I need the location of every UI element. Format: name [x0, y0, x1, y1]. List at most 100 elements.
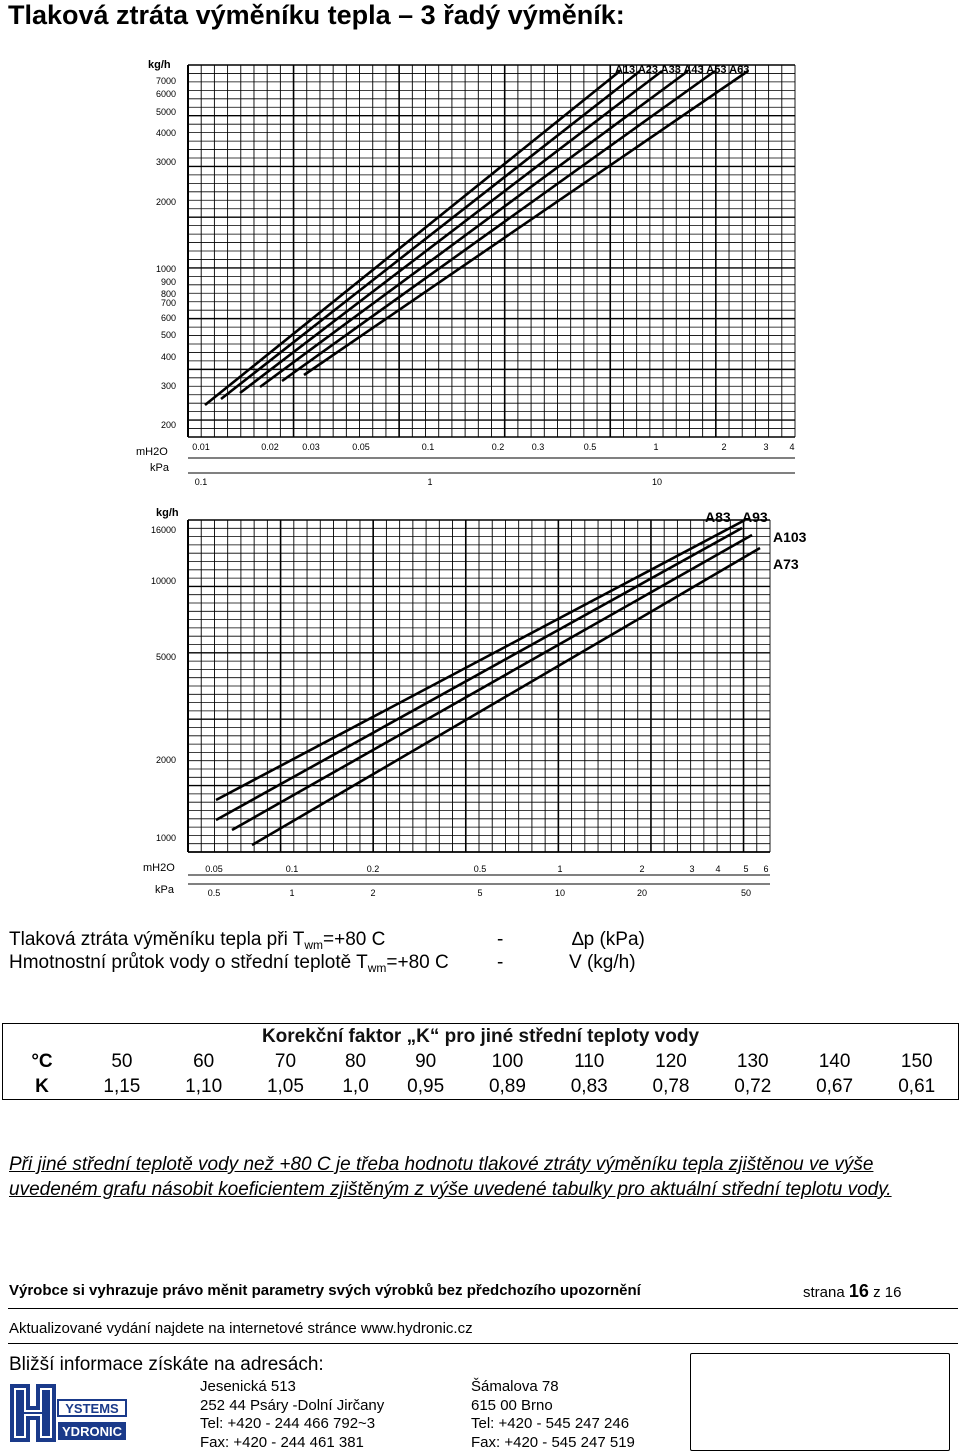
- top-y-tick: 1000: [156, 264, 176, 274]
- temp-cell-3: 80: [344, 1050, 367, 1072]
- factor-cell-7: 0,78: [630, 1074, 712, 1100]
- logo-text-bottom: YDRONIC: [62, 1424, 123, 1439]
- bot-x-tick-mh2o: 0.5: [474, 864, 487, 874]
- top-x-tick-mh2o: 4: [789, 442, 794, 452]
- bot-x-tick-mh2o: 0.05: [205, 864, 223, 874]
- bot-x-tick-kpa: 20: [637, 888, 647, 898]
- top-x-tick-mh2o: 0.02: [261, 442, 279, 452]
- bot-curve-0: [215, 526, 743, 822]
- temp-cell-6: 110: [574, 1050, 605, 1072]
- bot-curve-1: [231, 533, 753, 832]
- footer-info: Bližší informace získáte na adresách:: [9, 1354, 324, 1375]
- legend-line-2-dash: -: [497, 952, 504, 973]
- bot-x-tick-kpa: 0.5: [208, 888, 221, 898]
- legend-line-1-unit: ∆p (kPa): [572, 929, 645, 950]
- top-curve-1: [220, 69, 641, 401]
- addr1-line-1: 252 44 Psáry -Dolní Jirčany: [200, 1396, 385, 1414]
- top-y-tick: 700: [161, 298, 176, 308]
- top-x-tick-mh2o: 0.05: [352, 442, 370, 452]
- bot-x-tick-mh2o: 2: [639, 864, 644, 874]
- legend-line-1-text: Tlaková ztráta výměníku tepla při T: [9, 929, 305, 950]
- addr1-line-2: Tel: +420 - 244 466 792~3: [200, 1415, 376, 1432]
- hydronic-logo: YSTEMS YDRONIC: [10, 1384, 127, 1442]
- top-y-tick: 3000: [156, 157, 176, 167]
- legend-line-pressure: Tlaková ztráta výměníku tepla při Twm=+8…: [9, 929, 385, 952]
- bot-x-unit-mh2o: mH2O: [143, 862, 175, 874]
- bot-y-tick: 1000: [156, 833, 176, 843]
- legend-line-1-dash: -: [497, 929, 504, 950]
- chart-top: kg/h 7000 6000 5000 4000 3000 2000 1000 900 80070…: [136, 59, 796, 487]
- legend-line-flow: Hmotnostní průtok vody o střední teplotě…: [9, 952, 449, 975]
- top-y-tick: 900: [161, 277, 176, 287]
- legend-line-2-value: =+80 C: [386, 952, 449, 973]
- bot-y-tick: 2000: [156, 755, 176, 765]
- chart-bottom-labels: kg/h 16000 10000 5000 2000 1000 A83 A93 A103 A73 m…: [143, 507, 807, 898]
- top-x-tick-mh2o: 0.1: [422, 442, 435, 452]
- address-psary: Jesenická 513 252 44 Psáry -Dolní Jirčany…: [200, 1378, 384, 1452]
- top-y-tick: 4000: [156, 128, 176, 138]
- factor-cell-1: 1,10: [162, 1074, 245, 1100]
- chart-top-labels: kg/h 7000 6000 5000 4000 3000 2000 1000 900 80070…: [136, 59, 795, 487]
- top-y-tick: 400: [161, 352, 176, 362]
- bot-y-unit: kg/h: [156, 507, 179, 519]
- top-x-tick-kpa: 10: [652, 477, 662, 487]
- correction-factor-table: Korekční faktor „K“ pro jiné střední tep…: [2, 1023, 960, 1100]
- page-number: 16: [848, 1281, 869, 1301]
- top-y-unit: kg/h: [148, 59, 171, 71]
- top-curve-0: [204, 69, 621, 407]
- bot-x-tick-mh2o: 0.2: [367, 864, 380, 874]
- top-x-tick-mh2o: 0.2: [492, 442, 505, 452]
- legend-line-2-sub: wm: [367, 961, 387, 975]
- bot-x-tick-mh2o: 0.1: [286, 864, 299, 874]
- top-x-tick-mh2o: 0.03: [302, 442, 320, 452]
- legend-line-2-text: Hmotnostní průtok vody o střední teplotě…: [9, 952, 368, 973]
- top-y-tick: 800: [161, 289, 176, 299]
- table-row-label-k: K: [2, 1074, 81, 1100]
- top-y-tick: 2000: [156, 197, 176, 207]
- top-x-tick-mh2o: 2: [721, 442, 726, 452]
- top-x-unit-mh2o: mH2O: [136, 446, 168, 458]
- addr2-line-0: Šámalova 78: [471, 1378, 559, 1395]
- addr2-line-3: Fax: +420 - 545 247 519: [471, 1433, 635, 1451]
- temp-cell-2: 70: [274, 1050, 297, 1072]
- bot-x-tick-kpa: 50: [741, 888, 751, 898]
- top-y-tick: 300: [161, 381, 176, 391]
- footer-divider-2: [8, 1343, 958, 1344]
- top-legend: A13 A23 A33 A43 A53 A63: [615, 64, 749, 76]
- chart-bottom: kg/h 16000 10000 5000 2000 1000 A83 A93 A103 A73 m…: [143, 507, 807, 898]
- note-text: Při jiné střední teplotě vody než +80 C …: [9, 1154, 892, 1200]
- address-brno: Šámalova 78 615 00 Brno Tel: +420 - 545 24…: [471, 1378, 635, 1452]
- table-row-factor: K 1,15 1,10 1,05 1,0 0,95 0,89 0,83 0,78 0,72 0,6…: [2, 1074, 960, 1100]
- bot-curve-3: [251, 546, 761, 847]
- top-y-tick: 600: [161, 313, 176, 323]
- legend-line-1-value: =+80 C: [323, 929, 386, 950]
- bot-y-tick: 16000: [151, 525, 176, 535]
- top-curve-2: [239, 69, 663, 395]
- temp-cell-7: 120: [655, 1050, 687, 1072]
- top-curve-4: [281, 69, 716, 383]
- top-y-tick: 200: [161, 420, 176, 430]
- factor-cell-2: 1,05: [244, 1074, 327, 1100]
- page-label: strana: [803, 1284, 845, 1301]
- temp-cell-5: 100: [491, 1050, 524, 1072]
- top-y-tick: 5000: [156, 107, 176, 117]
- table-header: Korekční faktor „K“ pro jiné střední tep…: [2, 1023, 959, 1049]
- factor-cell-3: 1,0: [326, 1074, 385, 1100]
- page-title: Tlaková ztráta výměníku tepla – 3 řadý v…: [8, 0, 625, 30]
- bot-x-unit-kpa: kPa: [155, 884, 175, 896]
- bot-x-tick-kpa: 5: [477, 888, 482, 898]
- bot-y-tick: 10000: [151, 576, 176, 586]
- top-x-tick-kpa: 1: [427, 477, 432, 487]
- top-x-tick-mh2o: 0.3: [532, 442, 545, 452]
- footer-divider: [8, 1308, 958, 1309]
- temp-cell-4: 90: [415, 1050, 437, 1072]
- bot-x-tick-mh2o: 4: [715, 864, 720, 874]
- legend-line-2-unit: V (kg/h): [569, 952, 636, 973]
- bot-curve-label: A103: [773, 529, 807, 545]
- top-curve-3: [259, 69, 689, 389]
- factor-cell-6: 0,83: [548, 1074, 631, 1100]
- factor-cell-10: 0,61: [875, 1074, 960, 1100]
- top-y-tick: 7000: [156, 76, 176, 86]
- top-x-tick-mh2o: 3: [763, 442, 768, 452]
- bot-curve-label: A83: [705, 509, 731, 525]
